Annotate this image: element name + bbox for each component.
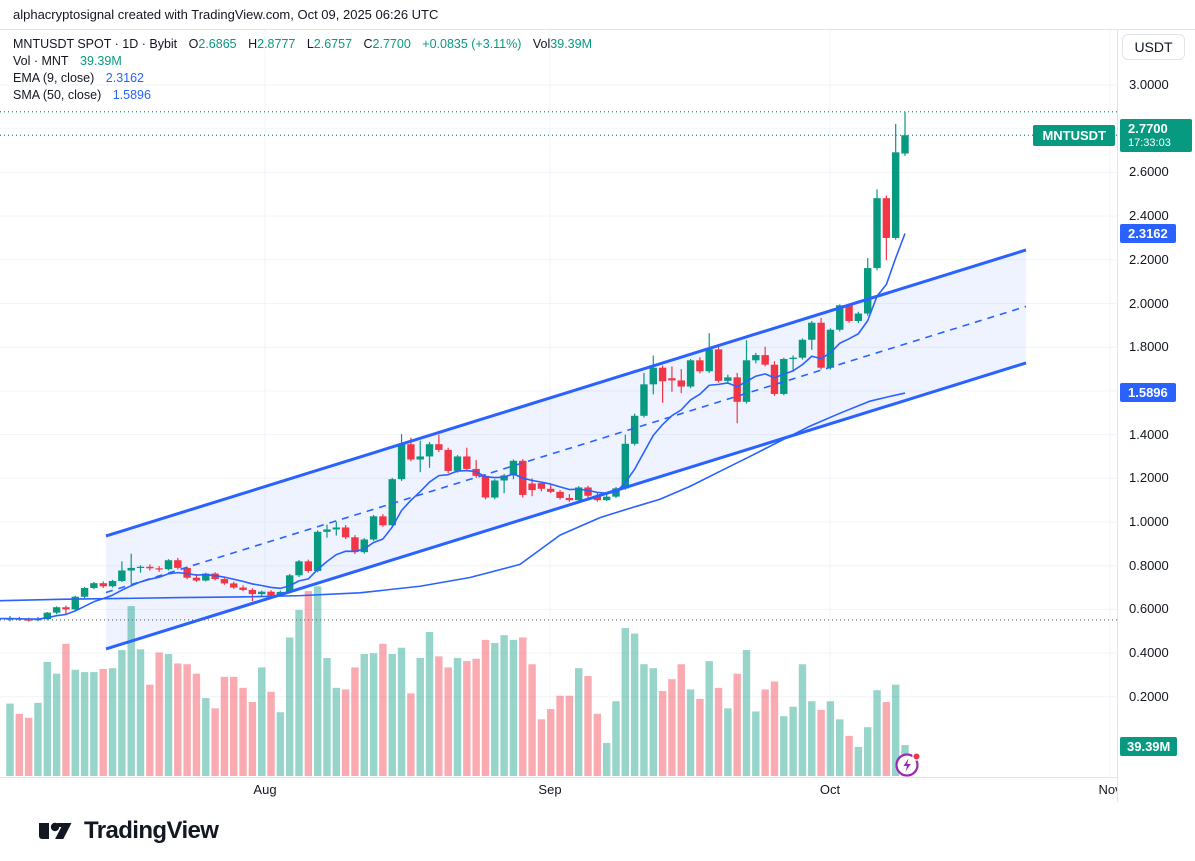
price-tick-label: 2.6000 (1129, 164, 1169, 180)
time-tick-label: Sep (538, 782, 562, 797)
chart-widget: MNTUSDT SPOT · 1D · Bybit O2.6865 H2.877… (0, 29, 1195, 802)
legend-volume-row[interactable]: Vol · MNT 39.39M (13, 53, 592, 70)
attribution-bar: alphacryptosignal created with TradingVi… (0, 0, 1195, 29)
sma-value-badge: 1.5896 (1120, 383, 1176, 402)
ema-indicator-label: EMA (9, close) (13, 71, 95, 85)
legend-ema-row[interactable]: EMA (9, close) 2.3162 (13, 70, 592, 87)
price-tick-label: 1.0000 (1129, 514, 1169, 529)
time-tick-label: Aug (253, 782, 277, 797)
change-value: +0.0835 (+3.11%) (422, 37, 522, 51)
tradingview-logo-icon[interactable] (38, 816, 74, 846)
price-tick-label: 0.8000 (1129, 557, 1169, 573)
time-tick-label: Oct (819, 782, 841, 797)
close-label: C (363, 37, 373, 51)
price-tick-label: 1.8000 (1129, 339, 1169, 355)
symbol-description: MNTUSDT SPOT · 1D · Bybit (13, 37, 178, 51)
legend-sma-row[interactable]: SMA (50, close) 1.5896 (13, 87, 592, 104)
price-tick-label: 3.0000 (1129, 77, 1169, 92)
time-axis-labels: Aug Sep Oct Nov (0, 778, 1117, 803)
legend-symbol-row[interactable]: MNTUSDT SPOT · 1D · Bybit O2.6865 H2.877… (13, 36, 592, 53)
currency-unit-button[interactable]: USDT (1122, 34, 1185, 60)
chart-legend: MNTUSDT SPOT · 1D · Bybit O2.6865 H2.877… (13, 36, 592, 104)
price-tick-label: 2.2000 (1129, 251, 1169, 267)
lightning-icon (895, 752, 921, 777)
price-tick-label: 1.4000 (1129, 426, 1169, 442)
price-chart[interactable] (0, 30, 1117, 777)
tradingview-brand-text[interactable]: TradingView (84, 817, 219, 844)
open-label: O (188, 37, 199, 51)
close-value: 2.7700 (372, 37, 411, 51)
price-axis[interactable]: USDT 3.00002.80002.60002.40002.20002.000… (1117, 30, 1195, 802)
symbol-price-tag: MNTUSDT (1033, 125, 1115, 146)
ai-assistant-button[interactable] (893, 749, 923, 779)
price-tick-label: 0.4000 (1129, 645, 1169, 661)
low-value: 2.6757 (313, 37, 353, 51)
volume-value: 39.39M (550, 37, 592, 51)
high-label: H (248, 37, 258, 51)
notification-dot (912, 752, 921, 761)
volume-value-badge: 39.39M (1120, 737, 1178, 756)
footer-bar: TradingView (0, 801, 1195, 861)
last-price-value: 2.7700 (1128, 121, 1168, 136)
price-tick-label: 2.4000 (1129, 208, 1169, 224)
volume-label: Vol (532, 37, 551, 51)
price-tick-label: 0.2000 (1129, 688, 1169, 704)
low-label: L (306, 37, 314, 51)
volume-indicator-label: Vol · MNT (13, 54, 69, 68)
sma-indicator-value: 1.5896 (112, 88, 151, 102)
price-tick-label: 0.6000 (1129, 601, 1169, 617)
attribution-text: alphacryptosignal created with TradingVi… (13, 7, 439, 22)
sma-indicator-label: SMA (50, close) (13, 88, 102, 102)
bar-countdown: 17:33:03 (1128, 137, 1171, 149)
time-tick-label: Nov (1098, 782, 1117, 797)
volume-indicator-value: 39.39M (80, 54, 122, 68)
ema-value-badge: 2.3162 (1120, 224, 1176, 243)
price-tick-label: 1.2000 (1129, 470, 1169, 486)
high-value: 2.8777 (257, 37, 296, 51)
last-price-badge: 2.7700 17:33:03 (1120, 119, 1192, 152)
ema-indicator-value: 2.3162 (105, 71, 144, 85)
open-value: 2.6865 (198, 37, 237, 51)
price-tick-label: 2.0000 (1129, 295, 1169, 311)
time-axis[interactable]: Aug Sep Oct Nov (0, 777, 1195, 802)
